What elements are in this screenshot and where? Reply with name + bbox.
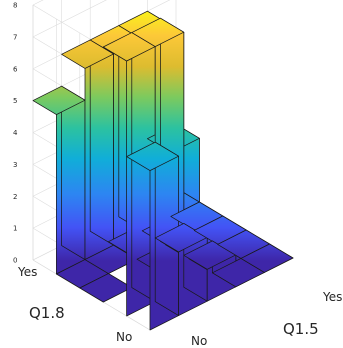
z-tick-label: 0 [13,257,17,265]
bar-face-side [61,85,86,260]
y-axis-label: Q1.8 [29,304,65,322]
z-tick-label: 3 [13,161,17,169]
bar-face-top [126,141,179,171]
z-tick-label: 5 [13,97,17,105]
bar-face-top [131,17,185,47]
z-tick-labels: 0 1 2 3 4 5 6 7 8 [13,2,18,265]
x-category-label-yes: Yes [322,290,342,304]
z-tick-label: 1 [13,225,17,233]
bar [240,243,294,273]
z-tick-label: 2 [13,193,17,201]
y-category-label-no: No [116,330,132,344]
bar-face-side [89,39,114,246]
z-tick-label: 8 [13,2,17,10]
bar [32,85,86,275]
x-category-label-no: No [191,334,207,348]
grid-line-back-wall [32,0,107,38]
z-tick-label: 4 [13,129,18,137]
z-tick-label: 7 [13,33,17,41]
x-axis-label: Q1.5 [283,320,319,338]
z-tick-label: 6 [13,65,18,73]
y-category-label-yes: Yes [17,265,37,279]
bars [32,10,294,331]
bar-face-top [240,243,294,273]
